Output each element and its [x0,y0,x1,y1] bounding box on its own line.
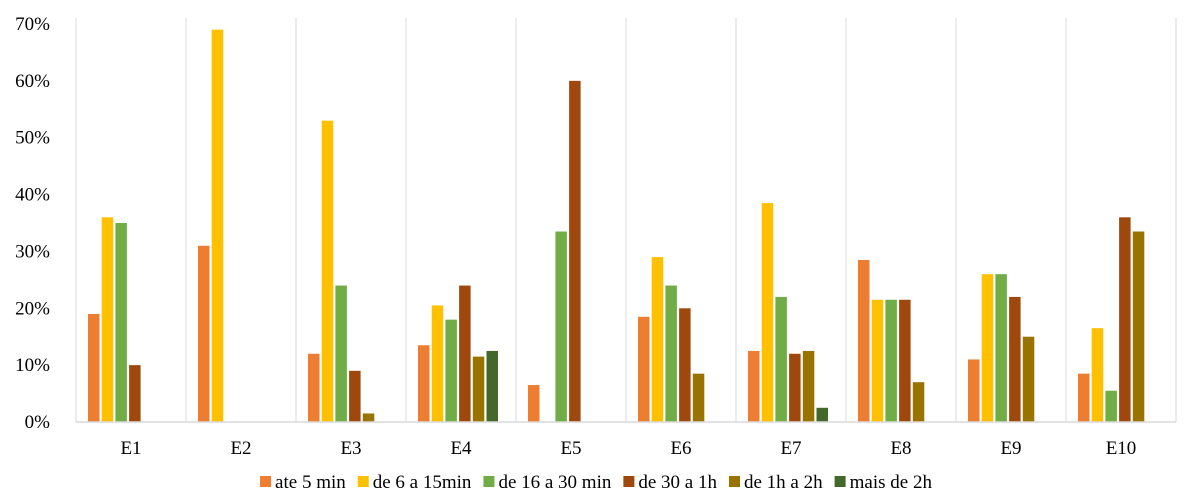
legend-item: mais de 2h [834,472,933,493]
legend-label: ate 5 min [275,472,346,493]
legend-swatch [729,476,740,487]
bar-e1-series-3 [115,223,127,422]
y-tick-label: 40% [15,185,50,206]
x-tick-label: E8 [890,438,911,459]
bar-e6-series-4 [679,308,691,422]
x-axis-tick-labels: E1 E2 E3 E4 E5 E6 E7 E8 E9 E10 [120,438,1136,459]
bar-e2-series-2 [211,29,224,422]
bar-e3-series-5 [362,413,375,422]
bar-e3-series-2 [321,120,334,423]
bar-e9-series-4 [1009,296,1021,422]
bar-e10-series-2 [1091,328,1104,422]
bar-e4-series-4 [459,285,471,422]
legend-swatch [260,476,272,487]
bar-e4-series-3 [445,319,457,422]
legend-label: de 1h a 2h [744,472,823,493]
bar-e10-series-3 [1105,390,1117,422]
legend-item: de 30 a 1h [623,472,717,493]
legend-swatch [483,476,495,487]
x-tick-label: E2 [230,438,251,459]
bar-e4-series-6 [486,350,498,422]
bar-e3-series-1 [308,353,320,422]
bar-e6-series-1 [638,316,650,422]
bar-e8-series-5 [912,382,925,422]
bar-e10-series-4 [1119,217,1131,422]
bar-e7-series-2 [761,203,774,422]
bar-e7-series-3 [775,296,787,422]
x-tick-label: E6 [670,438,691,459]
y-tick-label: 70% [15,14,50,35]
x-tick-label: E7 [780,438,801,459]
bar-e6-series-2 [651,257,664,422]
legend-item: ate 5 min [260,472,346,493]
legend-swatch [623,476,635,487]
legend-swatch [834,476,846,487]
bar-e7-series-6 [816,407,828,422]
bar-e6-series-3 [665,285,677,422]
bar-e8-series-3 [885,299,897,422]
legend: ate 5 min de 6 a 15min de 16 a 30 min de 30… [260,472,932,493]
legend-label: de 16 a 30 min [498,472,611,493]
legend-item: de 6 a 15min [357,472,472,493]
bar-e6-series-5 [692,373,705,422]
legend-label: de 6 a 15min [373,472,472,493]
bar-e8-series-1 [858,259,870,422]
y-tick-label: 20% [15,298,50,319]
y-tick-label: 50% [15,128,50,149]
bar-e9-series-3 [995,274,1007,422]
x-tick-label: E3 [340,438,361,459]
bar-e9-series-5 [1022,336,1035,422]
bar-e7-series-4 [789,353,801,422]
legend-item: de 16 a 30 min [483,472,612,493]
bar-e8-series-4 [899,299,911,422]
bar-e9-series-1 [968,359,980,422]
bar-e5-series-3 [555,231,567,422]
bar-e7-series-1 [748,350,760,422]
x-tick-label: E1 [120,438,141,459]
legend-label: de 30 a 1h [638,472,717,493]
bar-e10-series-1 [1078,373,1090,422]
x-tick-label: E4 [450,438,472,459]
bar-e8-series-2 [871,299,884,422]
bar-e10-series-5 [1132,231,1145,422]
bar-e5-series-1 [528,385,540,422]
bar-e4-series-2 [431,305,444,422]
y-tick-label: 30% [15,241,50,262]
bar-e3-series-3 [335,285,347,422]
bar-e4-series-5 [472,356,485,422]
bar-e2-series-1 [198,245,210,422]
bar-e1-series-2 [101,217,114,422]
y-tick-label: 0% [25,412,51,433]
bar-e4-series-1 [418,345,430,422]
x-tick-label: E5 [560,438,581,459]
bar-e1-series-4 [129,365,141,422]
bar-e9-series-2 [981,274,994,422]
legend-swatch [357,476,369,487]
bar-e3-series-4 [349,370,361,422]
bar-e7-series-5 [802,350,815,422]
bars [88,29,1145,423]
legend-item: de 1h a 2h [729,472,823,493]
bar-e1-series-1 [88,313,100,422]
legend-label: mais de 2h [850,472,933,493]
y-tick-label: 60% [15,71,50,92]
x-tick-label: E9 [1000,438,1021,459]
y-axis-tick-labels: 0% 10% 20% 30% 40% 50% 60% 70% [15,14,50,433]
y-tick-label: 10% [15,355,50,376]
category-grid [75,18,1177,422]
x-tick-label: E10 [1106,438,1137,459]
bar-e5-series-4 [569,80,581,422]
